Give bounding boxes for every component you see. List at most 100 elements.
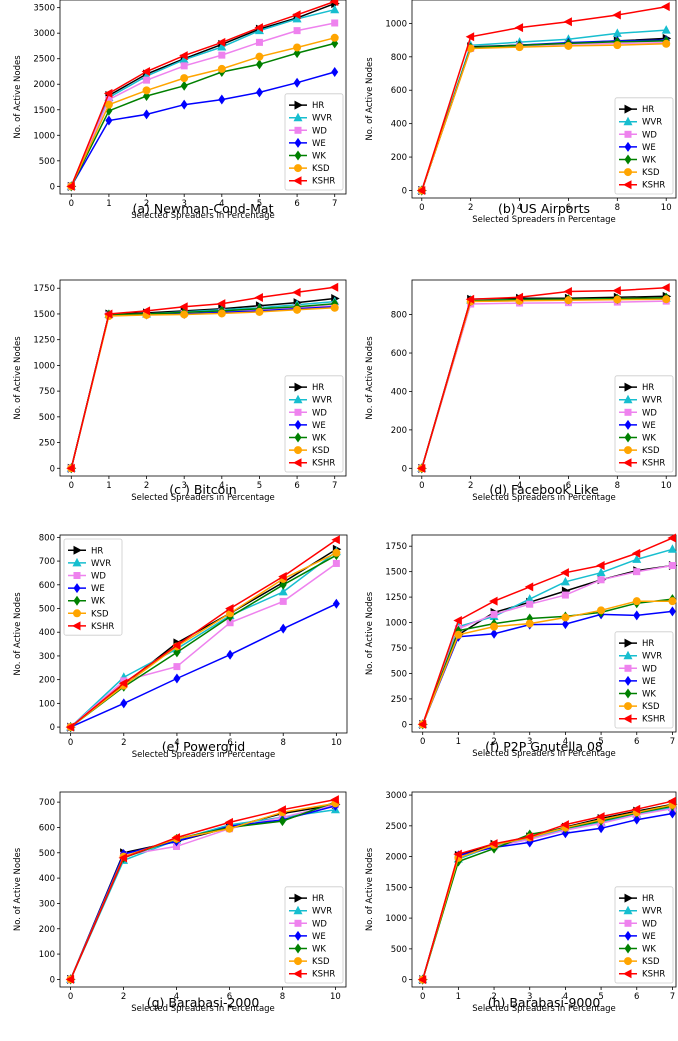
data-point-wd xyxy=(180,62,188,70)
y-tick-label: 0 xyxy=(402,720,407,730)
data-point-ksd xyxy=(668,597,677,606)
y-tick-label: 800 xyxy=(391,53,407,63)
x-tick-label: 0 xyxy=(419,481,424,491)
plot-frame xyxy=(59,534,348,734)
x-tick-label: 6 xyxy=(634,737,639,747)
data-point-wvr xyxy=(278,586,288,596)
series-line-hr xyxy=(422,564,673,725)
y-tick-label: 400 xyxy=(391,387,407,397)
chart-panel: 0 1 2 3 4 5 6 7 0 500 1000 1500 2000 2500 3000 Selected… xyxy=(365,791,678,1014)
x-tick-label: 10 xyxy=(661,481,672,491)
series-line-kshr xyxy=(69,798,336,980)
x-axis-label: Selected Spreaders in Percentage xyxy=(131,493,275,503)
data-point-kshr xyxy=(65,722,75,732)
legend-marker xyxy=(294,126,302,134)
x-tick-label: 10 xyxy=(330,992,341,1002)
data-point-kshr xyxy=(489,839,498,849)
y-tick-label: 500 xyxy=(39,413,55,423)
x-tick-label: 8 xyxy=(615,481,620,491)
y-tick-label: 800 xyxy=(39,533,55,543)
legend-label: KSD xyxy=(642,957,660,967)
legend-label: WD xyxy=(91,572,106,582)
legend-marker xyxy=(294,446,302,455)
series-line-kshr xyxy=(70,539,337,728)
y-axis-label: No. of Active Nodes xyxy=(365,336,375,420)
legend-marker xyxy=(294,408,302,416)
data-point-we xyxy=(173,673,181,684)
series-line-wvr xyxy=(421,548,673,725)
data-point-kshr xyxy=(489,596,498,606)
data-point-wvr xyxy=(525,594,535,603)
x-axis-label: Selected Spreaders in Percentage xyxy=(132,750,276,760)
data-point-kshr xyxy=(563,287,572,297)
legend-marker xyxy=(624,382,633,392)
data-point-kshr xyxy=(278,571,287,581)
legend-marker xyxy=(294,100,303,110)
data-point-ksd xyxy=(225,824,234,833)
legend-marker xyxy=(623,116,633,126)
y-tick-label: 2000 xyxy=(33,80,55,90)
y-tick-label: 200 xyxy=(391,153,407,163)
series-line-hr xyxy=(70,2,335,187)
y-tick-label: 400 xyxy=(391,120,407,130)
y-tick-label: 600 xyxy=(39,823,55,833)
data-point-wk xyxy=(278,816,286,827)
x-tick-label: 3 xyxy=(181,481,186,491)
series-line-wd xyxy=(70,22,335,187)
data-point-kshr xyxy=(465,294,475,304)
y-tick-label: 600 xyxy=(391,86,407,96)
y-tick-label: 0 xyxy=(50,975,55,985)
data-point-wvr xyxy=(330,4,340,14)
legend-label: HR xyxy=(642,383,654,393)
x-tick-label: 4 xyxy=(219,199,224,209)
x-tick-label: 6 xyxy=(634,992,639,1002)
legend-marker xyxy=(623,394,633,404)
legend-label: KSD xyxy=(91,609,109,619)
x-tick-label: 7 xyxy=(670,737,675,747)
data-point-kshr xyxy=(171,833,181,843)
x-tick-label: 0 xyxy=(68,992,73,1002)
series-line-ksd xyxy=(70,552,337,728)
x-tick-label: 0 xyxy=(68,738,73,748)
data-point-ksd xyxy=(597,606,606,615)
data-point-kshr xyxy=(331,535,340,545)
legend-label: WVR xyxy=(91,559,111,569)
y-tick-label: 1000 xyxy=(33,361,55,371)
y-tick-label: 3000 xyxy=(385,791,407,801)
legend: HR WVR WD WE WK KSD KSHR xyxy=(614,375,674,473)
legend-label: KSHR xyxy=(91,622,114,632)
data-point-wd xyxy=(597,576,605,584)
data-point-kshr xyxy=(453,616,462,626)
data-point-kshr xyxy=(225,604,234,614)
data-point-kshr xyxy=(292,287,301,297)
y-tick-label: 1250 xyxy=(33,336,55,346)
legend: HR WVR WD WE WK KSD KSHR xyxy=(284,886,344,984)
data-point-kshr xyxy=(216,299,226,309)
data-point-we xyxy=(143,109,151,120)
y-axis-label: No. of Active Nodes xyxy=(365,847,375,931)
data-point-ksd xyxy=(490,622,499,631)
data-point-kshr xyxy=(612,10,621,20)
chart-caption: (f) P2P Gnutella 08 xyxy=(485,739,603,754)
x-tick-label: 5 xyxy=(257,199,262,209)
chart-caption: (a) Newman-Cond-Mat xyxy=(132,201,273,216)
legend-marker xyxy=(624,168,632,177)
x-axis-label: Selected Spreaders in Percentage xyxy=(472,493,616,503)
data-point-ksd xyxy=(613,295,622,304)
y-tick-label: 750 xyxy=(391,644,407,654)
data-point-wvr xyxy=(661,25,671,34)
y-tick-label: 2500 xyxy=(385,822,407,832)
data-point-kshr xyxy=(524,832,534,842)
legend-label: KSHR xyxy=(312,970,335,980)
data-point-kshr xyxy=(514,23,524,33)
y-tick-label: 400 xyxy=(39,874,55,884)
x-tick-label: 1 xyxy=(456,737,461,747)
legend-label: KSD xyxy=(642,446,660,456)
legend: HR WVR WD WE WK KSD KSHR xyxy=(63,538,123,636)
legend-marker xyxy=(624,675,632,686)
y-tick-label: 100 xyxy=(39,950,55,960)
x-tick-label: 8 xyxy=(281,738,286,748)
legend-marker xyxy=(624,104,633,114)
legend-label: WD xyxy=(642,664,657,674)
